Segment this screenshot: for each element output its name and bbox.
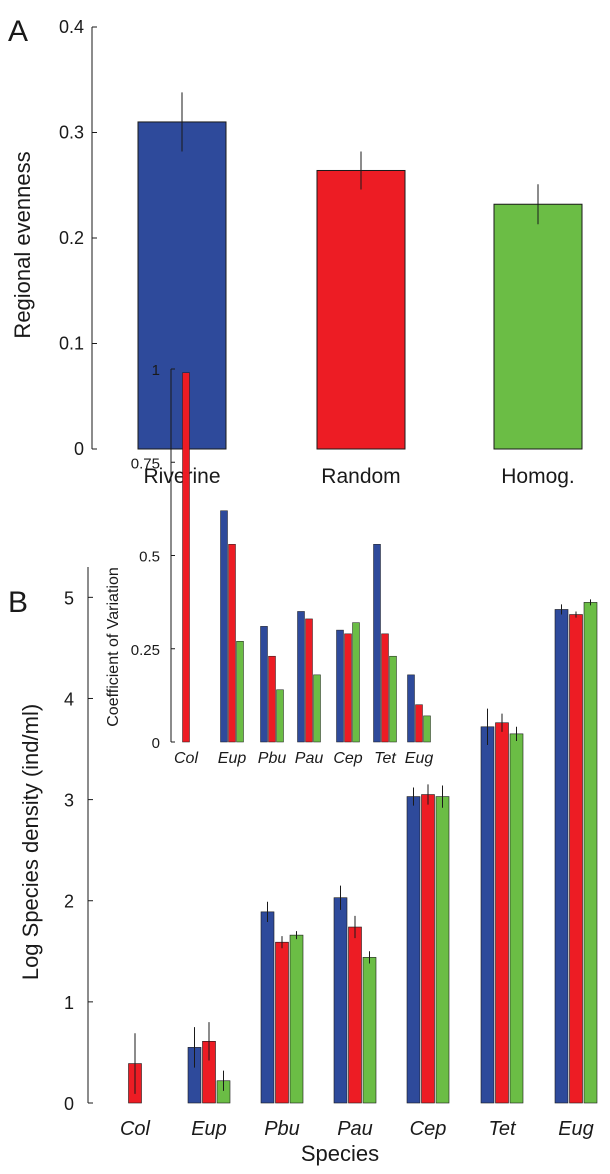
bar-cep-s2 bbox=[421, 794, 435, 1104]
bar-tet-s2 bbox=[495, 722, 509, 1104]
x-tick-label: Random bbox=[321, 465, 400, 488]
y-tick-label: 5 bbox=[64, 588, 74, 608]
inset-x-tick-label: Eup bbox=[218, 750, 247, 767]
bar-eug-s3 bbox=[583, 602, 598, 1104]
y-tick-label: 0.1 bbox=[59, 334, 84, 354]
bar-tet-s1 bbox=[480, 726, 495, 1104]
inset-y-tick-label: 0.5 bbox=[139, 549, 160, 566]
x-tick-label: Col bbox=[120, 1118, 151, 1140]
x-tick-label: Pbu bbox=[264, 1118, 300, 1140]
y-tick-label: 0.2 bbox=[59, 228, 84, 248]
y-tick-label: 3 bbox=[64, 791, 74, 811]
bar-pbu-s1 bbox=[260, 911, 275, 1104]
inset-x-tick-label: Cep bbox=[333, 750, 362, 767]
x-tick-label: Eug bbox=[558, 1118, 594, 1140]
inset-y-tick-label: 0.25 bbox=[131, 642, 160, 659]
y-tick-label: 2 bbox=[64, 892, 74, 912]
panel-b-x-axis-title: Species bbox=[301, 1141, 379, 1166]
bar-pbu-s2 bbox=[275, 941, 289, 1104]
inset-bar-eup-s1 bbox=[220, 510, 228, 743]
bar-pau-s3 bbox=[362, 957, 377, 1104]
panel-b-label: B bbox=[8, 586, 28, 619]
bar-tet-s3 bbox=[509, 733, 524, 1104]
y-tick-label: 0 bbox=[74, 439, 84, 459]
inset-x-tick-label: Col bbox=[174, 750, 198, 767]
bar-cep-s1 bbox=[406, 796, 421, 1104]
bar-pau-s1 bbox=[333, 897, 348, 1104]
inset-bar-pbu-s1 bbox=[260, 626, 268, 743]
inset-bar-tet-s1 bbox=[373, 544, 381, 743]
inset-bar-pau-s3 bbox=[313, 674, 321, 743]
bar-eug-s1 bbox=[554, 609, 569, 1104]
inset-chart: Col Eup Pbu Pau Cep Tet Eug 0 0.25 0.5 0.75 1 bbox=[131, 362, 434, 767]
x-tick-label: Riverine bbox=[143, 465, 220, 488]
inset-y-tick-label: 0.75 bbox=[131, 455, 160, 472]
inset-bar-pau-s2 bbox=[305, 618, 313, 743]
bar-pau-s2 bbox=[348, 926, 362, 1104]
bar-cep-s3 bbox=[435, 796, 450, 1104]
inset-x-tick-label: Tet bbox=[374, 750, 396, 767]
inset-bar-tet-s2 bbox=[381, 633, 389, 743]
inset-bar-pau-s1 bbox=[297, 611, 305, 743]
y-tick-label: 0 bbox=[64, 1094, 74, 1114]
inset-y-tick-label: 1 bbox=[152, 362, 160, 379]
inset-bar-eug-s3 bbox=[423, 715, 431, 743]
y-tick-label: 1 bbox=[64, 993, 74, 1013]
inset-x-tick-label: Pau bbox=[295, 750, 324, 767]
inset-bar-tet-s3 bbox=[389, 655, 397, 743]
x-tick-label: Pau bbox=[337, 1118, 373, 1140]
y-tick-label: 0.3 bbox=[59, 123, 84, 143]
inset-bar-eug-s1 bbox=[407, 674, 415, 743]
bar-riverine bbox=[137, 121, 227, 450]
bar-random bbox=[316, 169, 406, 450]
bar-eug-s2 bbox=[569, 614, 583, 1104]
inset-bar-cep-s2 bbox=[344, 633, 352, 743]
inset-bar-eup-s2 bbox=[228, 544, 236, 743]
inset-y-tick-label: 0 bbox=[152, 735, 160, 752]
panel-a-y-axis-title: Regional evenness bbox=[10, 151, 35, 338]
panel-b-y-axis-title: Log Species density (ind/ml) bbox=[18, 704, 43, 980]
inset-bar-cep-s1 bbox=[336, 629, 344, 743]
inset-bar-col-s2 bbox=[182, 372, 190, 743]
x-tick-label: Homog. bbox=[501, 465, 575, 488]
x-tick-label: Eup bbox=[191, 1118, 227, 1140]
x-tick-label: Tet bbox=[488, 1118, 517, 1140]
panel-a-chart: Riverine Random Homog. 0 0.1 0.2 0.3 0.4 bbox=[59, 17, 583, 488]
inset-bar-eug-s2 bbox=[415, 704, 423, 743]
inset-y-axis-title: Coefficient of Variation bbox=[105, 567, 122, 727]
y-tick-label: 4 bbox=[64, 689, 74, 709]
inset-x-tick-label: Eug bbox=[405, 750, 434, 767]
bar-pbu-s3 bbox=[289, 934, 304, 1104]
bar-homog bbox=[493, 203, 583, 450]
inset-bar-pbu-s3 bbox=[276, 689, 284, 743]
x-tick-label: Cep bbox=[410, 1118, 447, 1140]
inset-bar-pbu-s2 bbox=[268, 655, 276, 743]
panel-b-chart: Col Eup Pbu Pau Cep Tet Eug 0 1 2 3 4 5 bbox=[64, 567, 598, 1140]
inset-bar-eup-s3 bbox=[236, 641, 244, 743]
inset-x-tick-label: Pbu bbox=[258, 750, 287, 767]
y-tick-label: 0.4 bbox=[59, 17, 84, 37]
panel-a-label: A bbox=[8, 15, 28, 48]
inset-bar-cep-s3 bbox=[352, 622, 360, 743]
